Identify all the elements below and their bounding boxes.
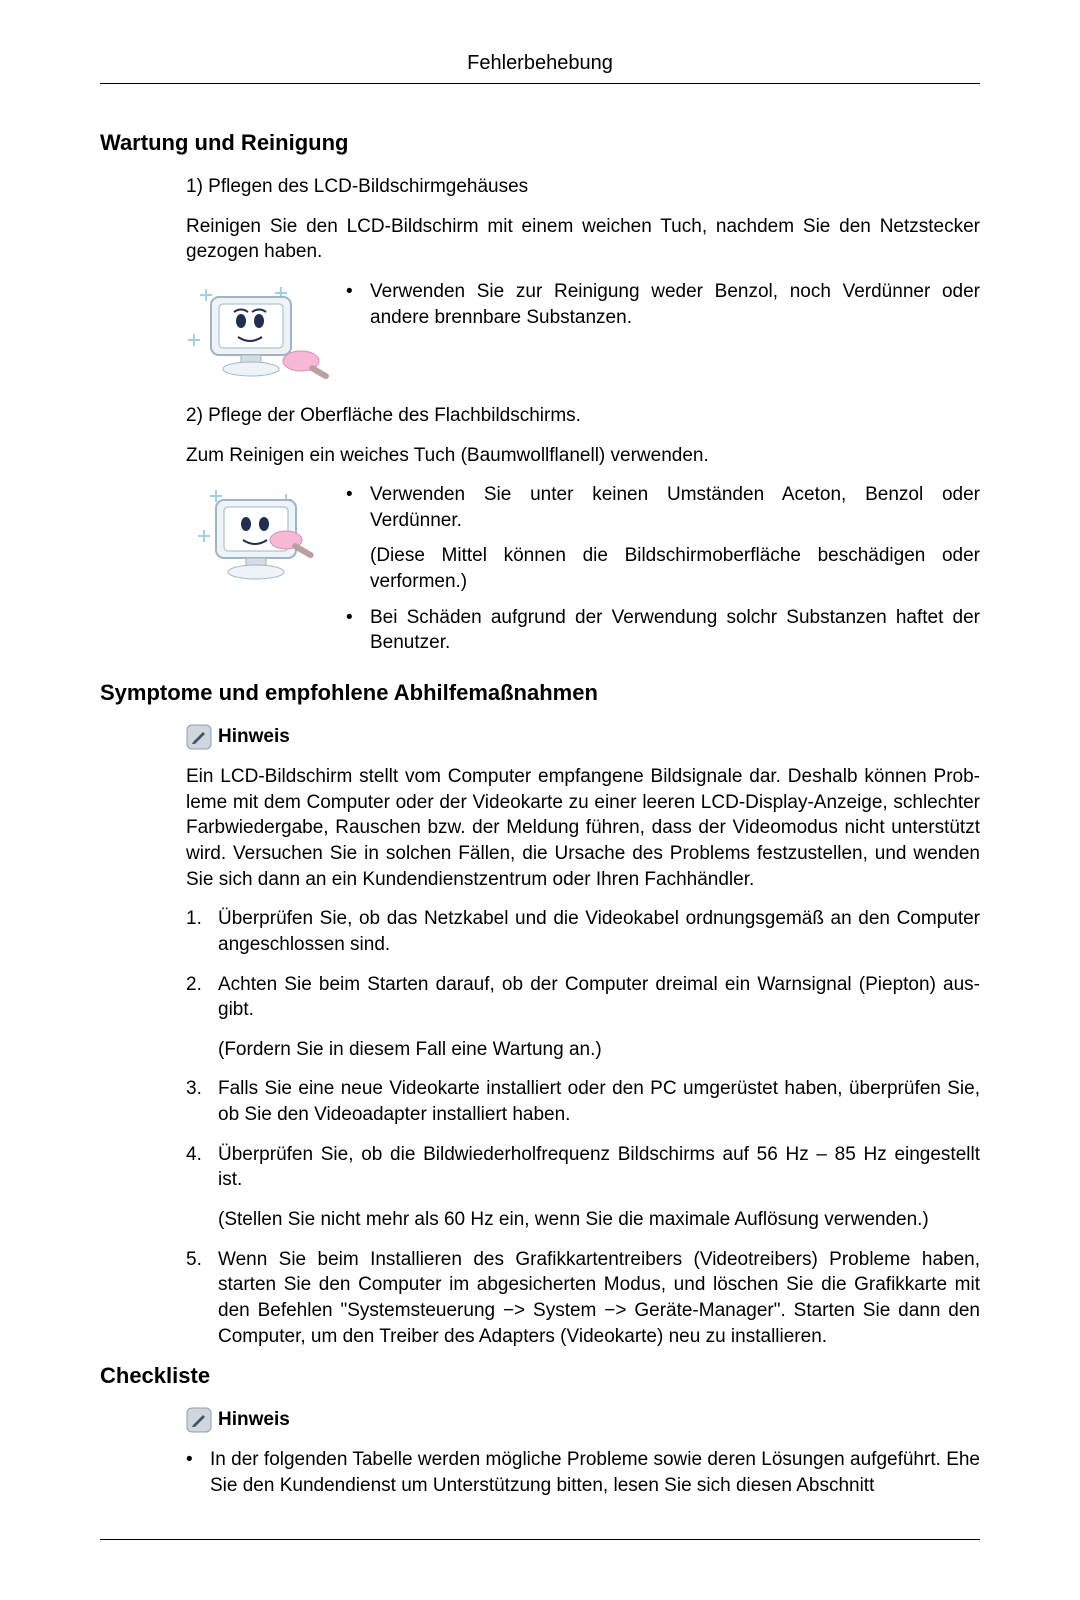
bullet-item: • Bei Schäden aufgrund der Verwendung so… [346,605,980,656]
symptoms-intro: Ein LCD-Bildschirm stellt vom Computer e… [186,764,980,892]
bullet-item: • Verwenden Sie zur Reinigung weder Benz… [346,279,980,330]
bullet-subtext: (Diese Mittel können die Bildschirmoberf… [370,543,980,594]
list-subtext: (Stellen Sie nicht mehr als 60 Hz ein, w… [218,1207,980,1233]
cleaning-illustration-2 [186,482,336,592]
bullet-item: • Verwenden Sie unter keinen Umständen A… [346,482,980,533]
bullet-marker: • [186,1447,210,1498]
ordered-list-item: 3.Falls Sie eine neue Videokarte install… [186,1076,980,1127]
bullet-text: Bei Schäden aufgrund der Verwendung solc… [370,605,980,656]
note-label: Hinweis [218,1409,290,1431]
list-body: Überprüfen Sie, ob die Bildwiederholfreq… [218,1142,980,1233]
note-icon [186,1407,212,1433]
list-body: Falls Sie eine neue Videokarte installie… [218,1076,980,1127]
step-1-text: Reinigen Sie den LCD-Bildschirm mit eine… [186,214,980,265]
list-number: 1. [186,906,218,957]
bullet-text: Verwenden Sie unter keinen Umständen Ace… [370,482,980,533]
list-text: Überprüfen Sie, ob das Netzkabel und die… [218,906,980,957]
bullet-marker: • [346,279,370,330]
list-body: Achten Sie beim Starten darauf, ob der C… [218,972,980,1063]
section-heading-maintenance: Wartung und Reinigung [100,130,980,156]
list-text: Wenn Sie beim Installieren des Grafikkar… [218,1247,980,1350]
ordered-list-item: 2.Achten Sie beim Starten darauf, ob der… [186,972,980,1063]
ordered-list: 1.Überprüfen Sie, ob das Netzkabel und d… [186,906,980,1349]
ordered-list-item: 4.Überprüfen Sie, ob die Bildwiederholfr… [186,1142,980,1233]
section-heading-checklist: Checkliste [100,1363,980,1389]
list-text: Überprüfen Sie, ob die Bildwiederholfreq… [218,1142,980,1193]
note-row: Hinweis [186,1407,980,1433]
list-number: 3. [186,1076,218,1127]
list-number: 5. [186,1247,218,1350]
footer-rule [100,1539,980,1540]
figure-row-1: • Verwenden Sie zur Reinigung weder Benz… [186,279,980,389]
bullet-text: Verwenden Sie zur Reinigung weder Benzol… [370,279,980,330]
cleaning-illustration-1 [186,279,336,389]
note-label: Hinweis [218,726,290,748]
step-2-label: 2) Pflege der Oberfläche des Flachbildsc… [186,403,980,429]
list-text: Falls Sie eine neue Videokarte installie… [218,1076,980,1127]
list-body: Wenn Sie beim Installieren des Grafikkar… [218,1247,980,1350]
list-number: 4. [186,1142,218,1233]
list-body: Überprüfen Sie, ob das Netzkabel und die… [218,906,980,957]
ordered-list-item: 1.Überprüfen Sie, ob das Netzkabel und d… [186,906,980,957]
ordered-list-item: 5.Wenn Sie beim Installieren des Grafikk… [186,1247,980,1350]
bullet-text: In der folgenden Tabelle werden mögliche… [210,1447,980,1498]
note-icon [186,724,212,750]
section-heading-symptoms: Symptome und empfohlene Abhilfemaßnahmen [100,680,980,706]
page-header-title: Fehlerbehebung [100,52,980,84]
step-1-label: 1) Pflegen des LCD-Bildschirmgehäuses [186,174,980,200]
list-number: 2. [186,972,218,1063]
list-subtext: (Fordern Sie in diesem Fall eine Wartung… [218,1037,980,1063]
note-row: Hinweis [186,724,980,750]
step-2-text: Zum Reinigen ein weiches Tuch (Baumwollf… [186,443,980,469]
figure-row-2: • Verwenden Sie unter keinen Umständen A… [186,482,980,666]
list-text: Achten Sie beim Starten darauf, ob der C… [218,972,980,1023]
checklist-bullet: • In der folgenden Tabelle werden möglic… [186,1447,980,1498]
bullet-marker: • [346,482,370,533]
bullet-marker: • [346,605,370,656]
